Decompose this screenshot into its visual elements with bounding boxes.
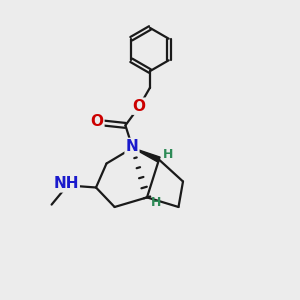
Text: O: O	[133, 99, 146, 114]
Text: N: N	[126, 139, 138, 154]
Text: H: H	[163, 148, 173, 161]
Text: NH: NH	[53, 176, 79, 191]
Polygon shape	[133, 148, 160, 162]
Text: H: H	[151, 196, 161, 209]
Text: O: O	[90, 114, 104, 129]
